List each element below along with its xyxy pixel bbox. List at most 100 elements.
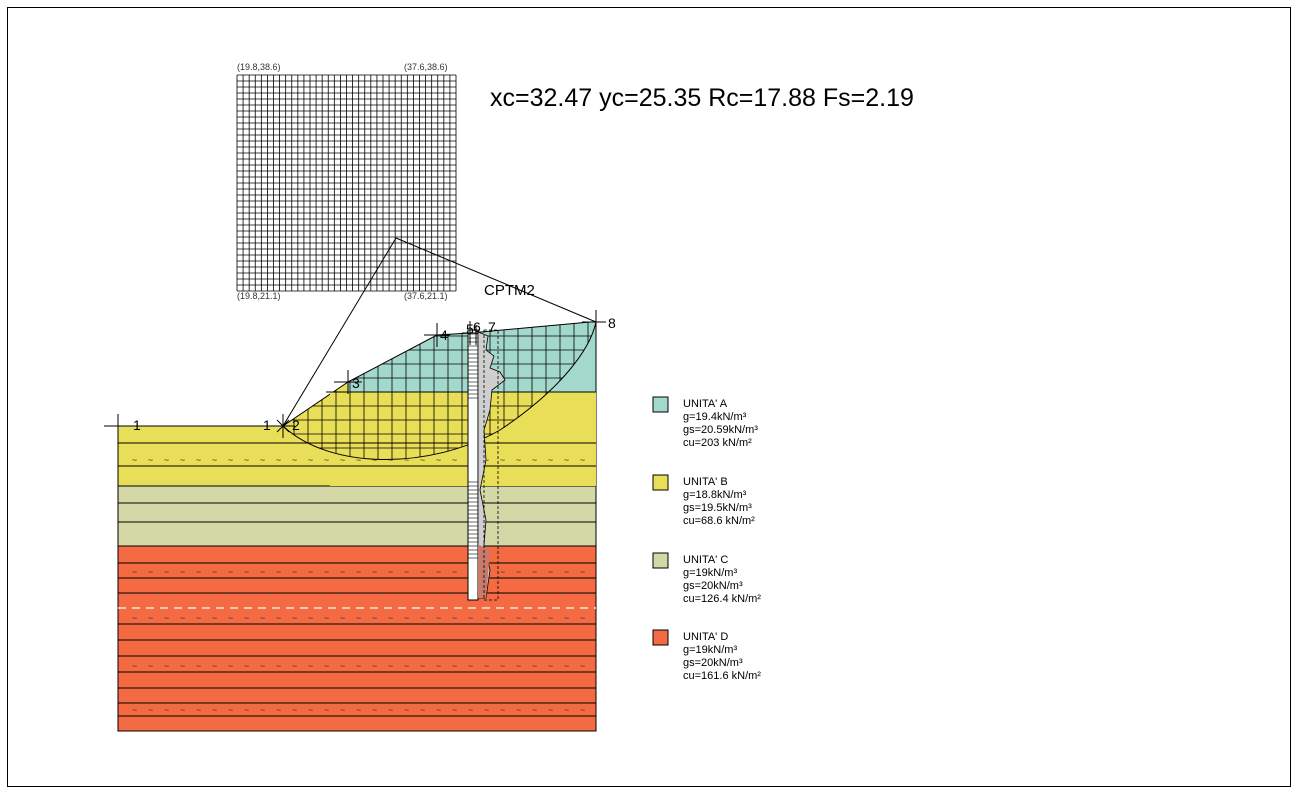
svg-text:~: ~ (164, 661, 169, 671)
svg-text:~: ~ (196, 705, 201, 715)
svg-text:~: ~ (580, 705, 585, 715)
svg-text:~: ~ (212, 567, 217, 577)
svg-text:~: ~ (228, 455, 233, 465)
cpt-log (467, 329, 506, 601)
svg-text:~: ~ (244, 613, 249, 623)
legend-unit-b-gs: gs=19.5kN/m³ (683, 502, 752, 514)
svg-text:~: ~ (580, 661, 585, 671)
legend-unit-b-cu: cu=68.6 kN/m² (683, 515, 755, 527)
svg-text:~: ~ (484, 613, 489, 623)
svg-text:~: ~ (436, 705, 441, 715)
svg-text:~: ~ (372, 455, 377, 465)
svg-text:~: ~ (180, 455, 185, 465)
svg-text:~: ~ (372, 661, 377, 671)
point-label-2: 2 (292, 417, 300, 433)
svg-text:~: ~ (388, 705, 393, 715)
svg-text:~: ~ (516, 455, 521, 465)
svg-text:~: ~ (452, 567, 457, 577)
center-search-grid (236, 74, 457, 292)
svg-text:~: ~ (228, 613, 233, 623)
svg-text:~: ~ (436, 613, 441, 623)
svg-text:~: ~ (292, 567, 297, 577)
svg-text:~: ~ (580, 567, 585, 577)
legend-unit-d-g: g=19kN/m³ (683, 644, 737, 656)
legend-unit-a-gs: gs=20.59kN/m³ (683, 424, 758, 436)
legend-unit-a-g: g=19.4kN/m³ (683, 411, 747, 423)
layer-unit-b-upper (330, 392, 596, 486)
svg-text:~: ~ (228, 661, 233, 671)
svg-text:~: ~ (420, 705, 425, 715)
svg-text:~: ~ (132, 567, 137, 577)
svg-text:~: ~ (388, 661, 393, 671)
svg-text:~: ~ (516, 567, 521, 577)
point-label-6: 6 (473, 319, 481, 335)
svg-text:~: ~ (356, 613, 361, 623)
legend-unit-d-cu: cu=161.6 kN/m² (683, 670, 761, 682)
point-label-1b: 1 (263, 417, 271, 433)
svg-text:~: ~ (532, 455, 537, 465)
svg-text:~: ~ (308, 455, 313, 465)
svg-text:~: ~ (372, 567, 377, 577)
svg-text:~: ~ (164, 567, 169, 577)
svg-text:~: ~ (164, 455, 169, 465)
svg-text:~: ~ (564, 613, 569, 623)
svg-text:~: ~ (340, 705, 345, 715)
svg-text:~: ~ (468, 705, 473, 715)
svg-text:~: ~ (180, 613, 185, 623)
svg-text:~: ~ (452, 455, 457, 465)
legend-item-unit-b: UNITA' B g=18.8kN/m³ gs=19.5kN/m³ cu=68.… (652, 474, 755, 527)
svg-text:~: ~ (308, 613, 313, 623)
svg-text:~: ~ (132, 613, 137, 623)
svg-text:~: ~ (340, 455, 345, 465)
svg-text:~: ~ (324, 567, 329, 577)
svg-text:~: ~ (484, 661, 489, 671)
svg-text:~: ~ (244, 661, 249, 671)
svg-text:~: ~ (356, 705, 361, 715)
legend-unit-c-gs: gs=20kN/m³ (683, 580, 743, 592)
legend-unit-d-name: UNITA' D (683, 631, 728, 643)
svg-text:~: ~ (452, 613, 457, 623)
grid-corner-bottom-right: (37.6,21.1) (404, 291, 448, 301)
svg-text:~: ~ (276, 455, 281, 465)
point-label-7: 7 (488, 319, 496, 335)
svg-text:~: ~ (404, 661, 409, 671)
svg-text:~: ~ (436, 567, 441, 577)
svg-text:~: ~ (468, 613, 473, 623)
svg-text:~: ~ (564, 455, 569, 465)
svg-text:~: ~ (212, 613, 217, 623)
point-markers (104, 310, 606, 438)
legend-unit-b-name: UNITA' B (683, 476, 728, 488)
svg-text:~: ~ (484, 455, 489, 465)
svg-text:~: ~ (420, 661, 425, 671)
svg-text:~: ~ (372, 705, 377, 715)
grid-corner-bottom-left: (19.8,21.1) (237, 291, 281, 301)
legend-item-unit-a: UNITA' A g=19.4kN/m³ gs=20.59kN/m³ cu=20… (652, 396, 758, 449)
svg-text:~: ~ (436, 455, 441, 465)
cpt-label: CPTM2 (484, 282, 535, 299)
page-frame (7, 7, 1291, 787)
svg-text:~: ~ (420, 567, 425, 577)
svg-text:~: ~ (148, 613, 153, 623)
slip-surface (282, 321, 597, 460)
svg-text:~: ~ (196, 455, 201, 465)
svg-text:~: ~ (372, 613, 377, 623)
svg-text:~: ~ (548, 455, 553, 465)
svg-text:~: ~ (164, 613, 169, 623)
svg-text:~: ~ (324, 661, 329, 671)
svg-text:~: ~ (516, 705, 521, 715)
svg-text:~: ~ (180, 661, 185, 671)
point-label-3: 3 (352, 375, 360, 391)
legend-unit-c-g: g=19kN/m³ (683, 567, 737, 579)
svg-text:~: ~ (132, 661, 137, 671)
svg-text:~: ~ (580, 455, 585, 465)
svg-text:~: ~ (452, 705, 457, 715)
legend-unit-d-gs: gs=20kN/m³ (683, 657, 743, 669)
svg-text:~: ~ (388, 455, 393, 465)
svg-text:~: ~ (324, 455, 329, 465)
point-label-1a: 1 (133, 417, 141, 433)
svg-text:~: ~ (132, 705, 137, 715)
svg-text:~: ~ (324, 705, 329, 715)
svg-text:~: ~ (404, 455, 409, 465)
svg-text:~: ~ (516, 661, 521, 671)
